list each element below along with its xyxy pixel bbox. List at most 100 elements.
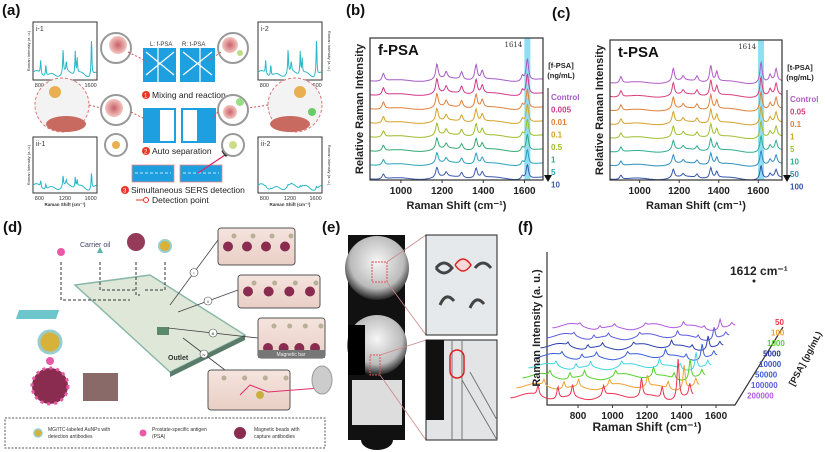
- legend-entry-5: 5: [790, 145, 795, 154]
- chart-title: t-PSA: [618, 44, 659, 61]
- x-tick-label: 1000: [390, 186, 413, 197]
- callout-label: iv: [203, 352, 206, 357]
- legend-entry-100000: 100000: [751, 381, 778, 390]
- series-line-0.5: [370, 118, 543, 138]
- inset-tick-label: 1600: [309, 196, 321, 202]
- callout-marker: [199, 349, 209, 359]
- inset-frame: [32, 21, 98, 81]
- aunp: [242, 375, 248, 381]
- inset-box: [207, 369, 291, 411]
- legend-entry-50000: 50000: [755, 371, 778, 380]
- step-marker-1: [142, 91, 150, 99]
- legend-entry-10000: 10000: [759, 360, 782, 369]
- x-tick-label: 1600: [513, 186, 536, 197]
- inset-frame: [257, 136, 323, 194]
- peak-marker: [752, 279, 756, 283]
- legend-title: (ng/mL): [547, 71, 575, 80]
- inset-id: i-1: [36, 26, 44, 33]
- y-axis-label: Relative Raman Intensity: [594, 44, 606, 175]
- aunp-inlet-icon: [158, 239, 172, 253]
- x-tick-label: 1000: [629, 186, 652, 197]
- series-line-0.1: [609, 90, 783, 112]
- laser-probe-icon: [311, 365, 333, 395]
- step-mixing-label: Mixing and reaction: [152, 90, 226, 100]
- chip-mixing: L: f-PSA R: t-PSA: [143, 42, 215, 82]
- highlight-band: [524, 38, 531, 180]
- chart-f-psa: Control 0.005 0.01 0.1 0.5 1 5 10 1000 1200 1400 16…: [354, 37, 579, 212]
- arrow-down-icon: [783, 175, 791, 182]
- inset-id: i-2: [261, 26, 269, 33]
- magnified-circles: [34, 32, 323, 157]
- aunp: [271, 323, 277, 329]
- legend-entry-0.1: 0.1: [551, 131, 563, 140]
- series-line-50: [610, 149, 783, 167]
- detection-inset-photo: [83, 373, 118, 401]
- aunp: [283, 375, 289, 381]
- series-line-1: [370, 133, 543, 152]
- series-line-5: [370, 148, 543, 166]
- highlight-band: [758, 40, 765, 180]
- magnetic-bead: [223, 241, 233, 252]
- chip-separation: [143, 108, 216, 143]
- x-tick-label: 1400: [670, 411, 693, 422]
- legend-item-psa: Prostate-specific antigen (PSA): [139, 427, 207, 440]
- panel-d-label: (d): [3, 219, 22, 236]
- legend-entry-0.1: 0.1: [790, 120, 802, 129]
- series-line-10000: [534, 343, 718, 361]
- magnetic-bead-large-icon: [30, 366, 70, 406]
- aunp: [318, 323, 324, 329]
- x-tick-label: 1400: [472, 186, 495, 197]
- inset-y-label: Raman Intensity (a. u.): [26, 30, 31, 71]
- y-axis-label: Raman Intensity (a. u.): [531, 269, 543, 387]
- svg-text:MG/ITC-labeled AuNPs with: MG/ITC-labeled AuNPs with: [48, 427, 110, 433]
- step-detection-label: Simultaneous SERS detection: [131, 185, 245, 195]
- panel-a-label: (a): [2, 2, 20, 19]
- svg-text:capture antibodies: capture antibodies: [254, 434, 295, 440]
- magnetic-bar-label: Magnetic bar: [277, 352, 306, 358]
- outlet-label: Outlet: [168, 355, 189, 362]
- z-axis-label: [PSA] (pg/mL): [787, 330, 824, 388]
- aunp: [221, 375, 227, 381]
- series-line-0.01: [369, 87, 543, 110]
- inset-tick-label: 800: [35, 196, 44, 202]
- x-tick-label: 800: [570, 411, 587, 422]
- micrograph-zoom-mixing: [425, 234, 498, 336]
- legend-entry-0.5: 0.5: [551, 143, 563, 152]
- aunp: [288, 233, 294, 239]
- inset-box: [237, 274, 321, 309]
- inset-tick-label: 800: [260, 196, 269, 202]
- magnetic-bead: [263, 286, 274, 297]
- aunp: [272, 280, 278, 286]
- peak-annotation: 1612 cm⁻¹: [730, 264, 788, 278]
- legend-entry-10: 10: [790, 158, 799, 167]
- axes: [546, 252, 784, 406]
- magnetic-bead: [243, 286, 253, 297]
- panel-a: (a) i-1 800 1200 1600 Raman Intensity (a. u.…: [2, 2, 332, 207]
- inset-ii-2: ii-2 800 1200 1600 Raman Intensity (a. u.) Ra…: [257, 136, 332, 207]
- inset-y-label: Raman Intensity (a. u.): [26, 144, 31, 185]
- detection-point-icon: [143, 197, 149, 203]
- callout-label: iii: [212, 331, 215, 336]
- inset-spectrum: [32, 40, 97, 78]
- inset-spectrum: [257, 182, 322, 191]
- svg-text:Magnetic beads with: Magnetic beads with: [254, 427, 300, 433]
- step-number-3: 3: [123, 189, 127, 195]
- series-line-100: [609, 164, 783, 181]
- inset-tick-label: 1200: [59, 196, 71, 202]
- svg-text:detection antibodies: detection antibodies: [48, 434, 93, 440]
- mixing-channel: [15, 310, 60, 319]
- inset-x-label: Raman Shift (cm⁻¹): [270, 202, 311, 207]
- magnetic-bead: [284, 286, 295, 297]
- inset-y-label: Raman Intensity (a. u.): [327, 145, 332, 186]
- psa-inlet-icon: [57, 248, 65, 256]
- series-line-100000: [546, 327, 730, 341]
- series-line-0.05: [610, 75, 783, 98]
- aunp: [250, 233, 256, 239]
- plot-frame: [369, 37, 544, 181]
- panel-e-label: (e): [322, 219, 340, 236]
- step-number-1: 1: [144, 94, 148, 100]
- inset-spectrum: [257, 40, 322, 78]
- legend-entry-1000: 1000: [767, 339, 785, 348]
- oil-inlet-icon: [97, 247, 103, 253]
